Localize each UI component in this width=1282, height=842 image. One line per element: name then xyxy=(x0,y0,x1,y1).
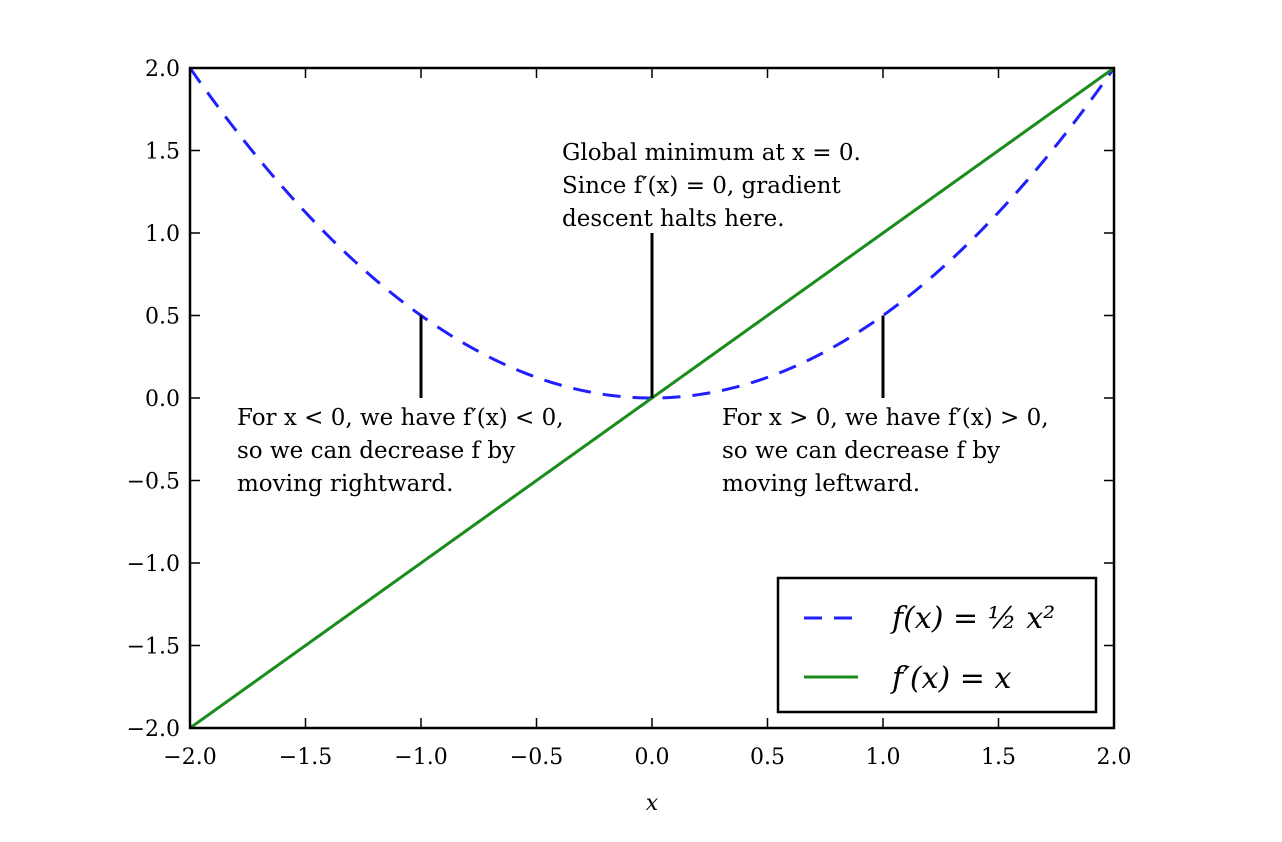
y-tick-label: −1.0 xyxy=(127,552,180,577)
legend: f(x) = ½ x² f′(x) = x xyxy=(776,576,1098,714)
annotation-line: so we can decrease f by xyxy=(722,438,1000,464)
y-tick-labels: −2.0 −1.5 −1.0 −0.5 0.0 0.5 1.0 1.5 2.0 xyxy=(127,57,180,742)
x-axis-label: x xyxy=(646,791,659,816)
annotation-negative-x: For x < 0, we have f′(x) < 0, so we can … xyxy=(237,405,571,497)
y-tick-label: 2.0 xyxy=(145,57,180,82)
y-tick-label: 1.5 xyxy=(145,140,180,165)
annotation-arrows xyxy=(419,233,885,398)
y-tick-label: −2.0 xyxy=(127,717,180,742)
legend-label-quadratic: f(x) = ½ x² xyxy=(890,601,1055,636)
x-tick-label: −1.5 xyxy=(279,745,332,770)
annotation-positive-x: For x > 0, we have f′(x) > 0, so we can … xyxy=(722,405,1056,497)
annotation-line: moving leftward. xyxy=(722,471,920,497)
annotation-line: For x < 0, we have f′(x) < 0, xyxy=(237,405,564,431)
legend-frame xyxy=(776,576,1098,714)
legend-label-linear: f′(x) = x xyxy=(890,661,1011,696)
annotation-line: so we can decrease f by xyxy=(237,438,515,464)
x-tick-label: 1.5 xyxy=(981,745,1016,770)
y-tick-label: −0.5 xyxy=(127,470,180,495)
y-tick-label: 0.5 xyxy=(145,305,180,330)
axis-ticks xyxy=(189,67,1115,729)
x-tick-label: −0.5 xyxy=(510,745,563,770)
annotation-line: descent halts here. xyxy=(562,206,785,232)
annotation-line: For x > 0, we have f′(x) > 0, xyxy=(722,405,1049,431)
x-tick-label: 0.0 xyxy=(635,745,670,770)
annotation-line: Since f′(x) = 0, gradient xyxy=(562,173,841,199)
annotation-line: Global minimum at x = 0. xyxy=(562,140,861,166)
x-tick-label: 2.0 xyxy=(1097,745,1132,770)
y-tick-label: −1.5 xyxy=(127,635,180,660)
y-tick-label: 0.0 xyxy=(145,387,180,412)
annotation-global-minimum: Global minimum at x = 0. Since f′(x) = 0… xyxy=(562,140,868,232)
x-tick-label: 1.0 xyxy=(866,745,901,770)
x-tick-label: 0.5 xyxy=(750,745,785,770)
x-tick-labels: −2.0 −1.5 −1.0 −0.5 0.0 0.5 1.0 1.5 2.0 xyxy=(163,745,1131,770)
x-tick-label: −2.0 xyxy=(163,745,216,770)
annotation-line: moving rightward. xyxy=(237,471,453,497)
series-line-quadratic xyxy=(190,68,1114,400)
x-tick-label: −1.0 xyxy=(394,745,447,770)
y-tick-label: 1.0 xyxy=(145,222,180,247)
